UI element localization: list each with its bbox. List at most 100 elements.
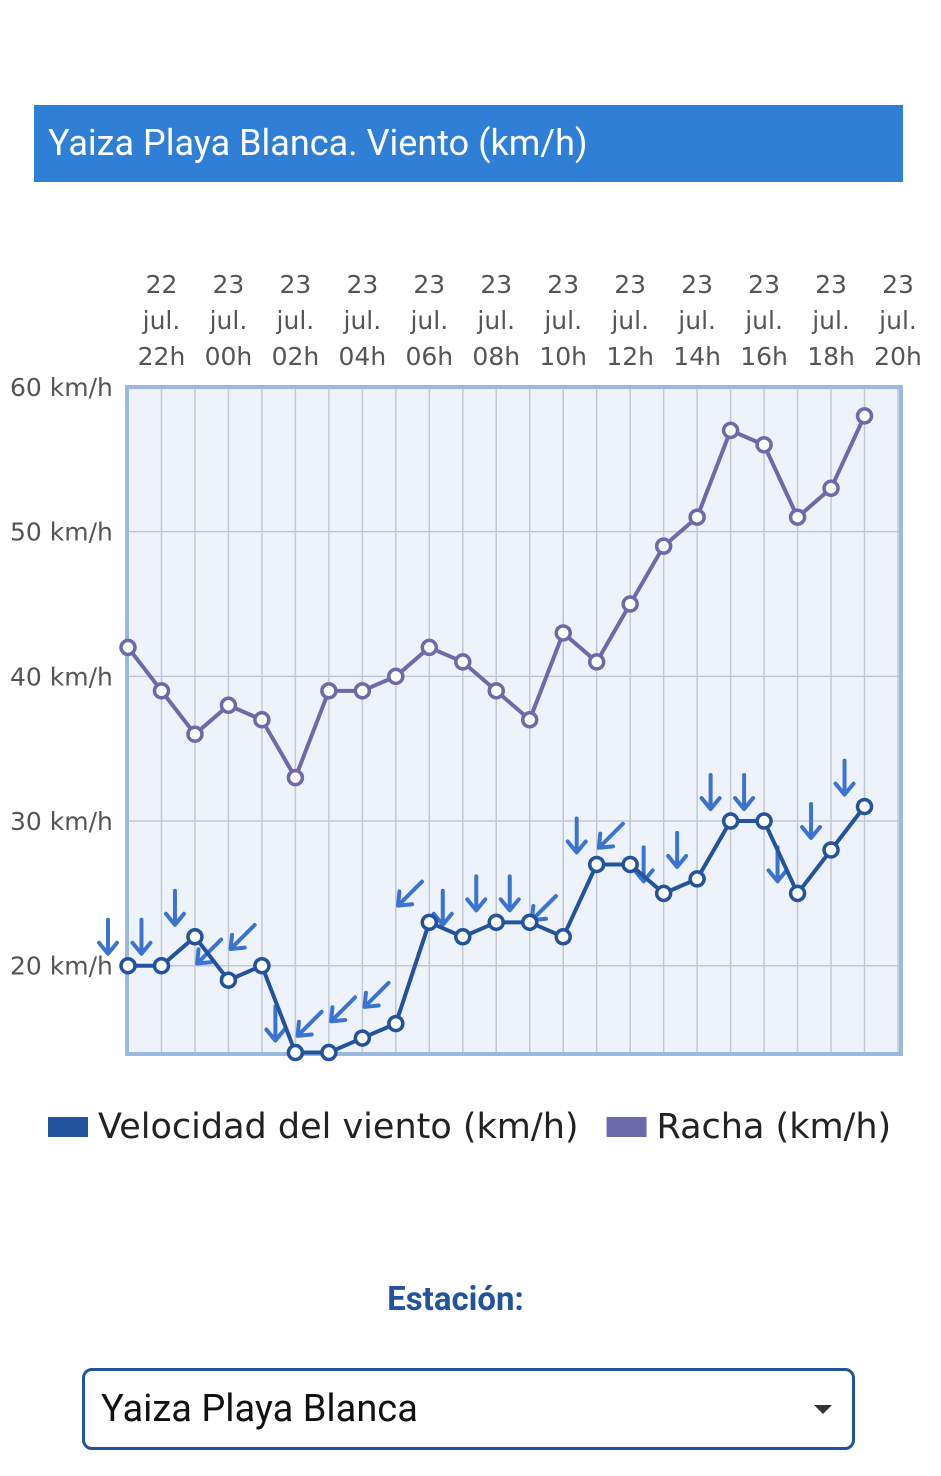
chart-title: Yaiza Playa Blanca. Viento (km/h) xyxy=(34,105,903,182)
x-tick-label: 23 jul. 08h xyxy=(472,270,520,371)
data-point xyxy=(621,855,639,874)
arrow-shape xyxy=(329,995,358,1024)
data-point xyxy=(587,855,606,874)
wind-direction-arrow xyxy=(431,888,454,927)
data-point xyxy=(755,812,773,830)
y-tick-label: 40 km/h xyxy=(10,662,113,691)
x-tick-label: 23 jul. 16h xyxy=(740,270,788,371)
arrow-shape xyxy=(97,917,119,956)
arrow-shape xyxy=(228,923,257,952)
x-tick-label: 23 jul. 02h xyxy=(272,270,320,371)
station-select[interactable]: Yaiza Playa Blanca xyxy=(82,1368,855,1450)
wind-direction-arrow xyxy=(465,874,488,913)
data-point xyxy=(788,508,807,526)
x-tick-label: 23 jul. 06h xyxy=(405,270,453,371)
arrow-shape xyxy=(800,801,823,840)
y-tick-label: 30 km/h xyxy=(10,807,113,836)
wind-direction-arrow xyxy=(329,995,358,1024)
data-point xyxy=(688,508,706,526)
data-point xyxy=(353,682,372,700)
wind-direction-arrow xyxy=(596,821,625,850)
data-point xyxy=(286,1043,305,1062)
legend-label: Racha (km/h) xyxy=(657,1107,892,1147)
data-point xyxy=(520,711,539,729)
data-point xyxy=(454,653,472,671)
arrow-shape xyxy=(733,773,756,812)
wind-direction-arrow xyxy=(800,801,823,840)
wind-direction-arrow xyxy=(163,888,186,927)
data-point xyxy=(654,537,673,555)
data-point xyxy=(654,884,673,903)
y-tick-label: 60 km/h xyxy=(10,373,113,402)
plot-border xyxy=(125,385,903,1056)
x-tick-label: 22 jul. 22h xyxy=(138,270,186,371)
data-point xyxy=(788,884,807,903)
data-point xyxy=(420,913,439,932)
dropdown-caret xyxy=(814,1405,832,1414)
data-point xyxy=(387,1014,405,1033)
legend-label: Velocidad del viento (km/h) xyxy=(98,1107,579,1147)
wind-direction-arrow xyxy=(699,773,722,812)
wind-direction-arrow xyxy=(130,917,153,956)
arrow-shape xyxy=(431,888,454,927)
wind-direction-arrow xyxy=(228,923,257,952)
chart: 20 km/h 30 km/h 40 km/h 50 km/h 60 km/h 22 jul… xyxy=(10,270,922,1147)
data-point xyxy=(119,956,137,975)
y-tick-label: 20 km/h xyxy=(10,952,113,981)
data-point xyxy=(186,725,204,743)
data-point xyxy=(320,1043,338,1062)
x-tick-label: 23 jul. 14h xyxy=(673,270,721,371)
data-point xyxy=(152,956,171,975)
data-point xyxy=(119,638,137,657)
wind-direction-arrow xyxy=(264,1004,287,1043)
arrow-shape xyxy=(130,917,153,956)
arrow-shape xyxy=(596,821,625,850)
legend-swatch xyxy=(48,1117,88,1137)
data-point xyxy=(688,870,706,888)
data-point xyxy=(253,711,271,729)
x-tick-label: 23 jul. 10h xyxy=(539,270,587,371)
data-point xyxy=(487,913,506,932)
data-point xyxy=(420,638,439,657)
data-point xyxy=(554,928,572,946)
wind-direction-arrow xyxy=(97,917,119,956)
arrow-shape xyxy=(395,879,425,908)
x-tick-label: 23 jul. 00h xyxy=(205,270,253,371)
arrow-shape xyxy=(699,773,722,812)
data-point xyxy=(286,768,305,787)
x-tick-label: 23 jul. 20h xyxy=(874,270,922,371)
data-point xyxy=(755,436,773,454)
data-point xyxy=(822,479,840,498)
data-point xyxy=(520,913,539,932)
wind-direction-arrow xyxy=(195,937,224,966)
data-point xyxy=(721,812,740,830)
data-point xyxy=(621,595,639,613)
arrow-shape xyxy=(465,874,488,913)
data-point xyxy=(822,841,840,859)
data-point xyxy=(253,956,271,975)
y-tick-label: 50 km/h xyxy=(10,518,113,547)
x-tick-label: 23 jul. 12h xyxy=(606,270,654,371)
data-point xyxy=(721,421,740,440)
data-point xyxy=(387,667,405,686)
data-point xyxy=(554,624,572,642)
data-point xyxy=(855,407,874,425)
data-point xyxy=(855,797,874,816)
arrow-shape xyxy=(264,1004,287,1043)
x-tick-label: 23 jul. 04h xyxy=(339,270,387,371)
arrow-shape xyxy=(295,1009,324,1038)
data-point xyxy=(219,696,238,715)
arrow-shape xyxy=(565,816,588,855)
data-point xyxy=(186,928,204,946)
x-tick-label: 23 jul. 18h xyxy=(807,270,855,371)
legend-swatch xyxy=(606,1117,647,1137)
arrow-shape xyxy=(833,758,856,797)
wind-direction-arrow xyxy=(833,758,856,797)
wind-direction-arrow xyxy=(362,980,391,1009)
data-point xyxy=(587,653,606,671)
data-point xyxy=(320,682,338,700)
wind-direction-arrow xyxy=(295,1009,324,1038)
data-point xyxy=(353,1029,372,1047)
arrow-shape xyxy=(195,937,224,966)
